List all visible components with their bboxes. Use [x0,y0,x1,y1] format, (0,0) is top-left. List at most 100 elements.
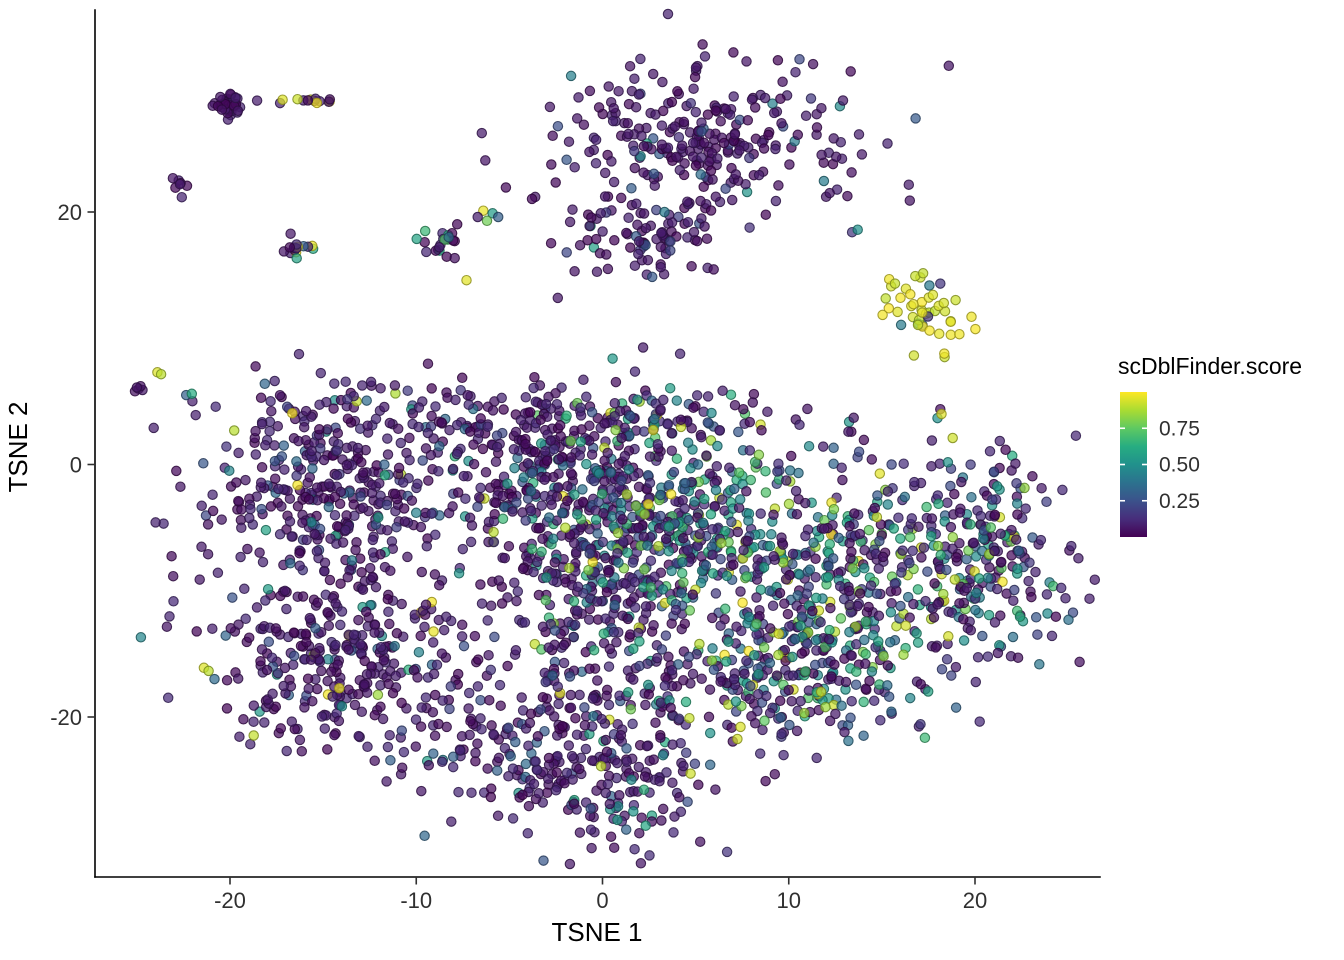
data-point [491,765,503,776]
data-point [921,501,932,513]
data-point [638,531,650,543]
data-point [230,92,241,104]
data-point [629,843,640,855]
data-point [698,137,710,149]
data-point [426,410,437,422]
data-point [922,566,933,577]
data-point [655,732,666,743]
data-point [529,371,540,383]
data-point [536,546,547,558]
data-point [552,120,564,132]
data-point [787,670,799,681]
data-point [808,537,819,548]
data-point [721,846,733,858]
data-point [536,500,547,511]
data-point [167,172,179,184]
data-point [687,589,698,600]
data-point [715,116,726,127]
data-point [583,564,594,576]
data-point [749,102,761,113]
data-point [685,97,697,109]
data-point [554,420,566,431]
data-point [353,730,364,742]
data-point [396,697,407,709]
data-point [674,348,686,360]
data-point [299,702,310,713]
data-point [987,494,998,505]
data-point [860,616,872,627]
data-point [372,689,384,701]
legend-tick-label: 0.75 [1159,417,1200,440]
data-point [545,435,556,446]
data-point [666,445,678,456]
data-point [768,107,780,119]
data-point [248,716,259,727]
data-point [520,438,531,450]
data-point [629,145,640,157]
data-point [383,678,394,690]
data-point [1055,582,1067,594]
data-point [525,708,537,720]
data-point [760,487,772,498]
data-point [520,392,532,403]
data-point [543,752,555,764]
data-point [935,549,946,561]
data-point [704,684,716,695]
data-point [500,182,512,193]
data-point [995,528,1006,540]
data-point [332,427,344,439]
data-point [564,216,576,228]
data-point [706,655,718,666]
data-point [356,706,368,718]
data-point [816,149,827,161]
data-point [375,641,387,653]
data-point [655,261,667,273]
data-point [468,458,480,470]
data-point [428,748,439,759]
data-point [843,426,854,437]
data-point [776,117,787,129]
data-point [933,328,945,340]
axes-layer: -20 -10 0 10 20 -20 0 20 [50,9,1101,913]
data-point [264,425,275,437]
data-point [956,476,967,488]
data-point [909,476,920,488]
data-point [256,503,267,515]
data-point [678,116,690,128]
data-point [633,89,645,100]
data-point [790,485,802,497]
data-point [834,581,846,592]
data-point [905,289,916,300]
data-point [778,749,789,761]
data-point [463,399,474,410]
data-point [202,548,214,560]
data-point [932,540,944,552]
data-point [494,679,506,691]
data-point [510,736,521,748]
data-point [786,695,797,707]
data-point [568,596,580,607]
data-point [236,504,247,515]
data-point [340,376,351,387]
data-point [544,101,556,113]
data-point [657,105,669,117]
data-point [906,513,918,524]
data-point [472,654,484,665]
data-point [682,437,694,448]
data-point [291,456,302,467]
data-point [259,378,271,390]
data-point [897,545,908,556]
data-point [444,424,455,436]
data-point [273,483,284,495]
data-point [612,548,623,559]
data-point [194,574,205,585]
data-point [470,747,481,759]
data-point [440,611,452,623]
data-point [196,500,207,512]
data-point [702,417,714,428]
data-point [518,472,530,483]
data-point [489,508,500,520]
data-point [745,474,757,486]
data-point [779,598,790,609]
